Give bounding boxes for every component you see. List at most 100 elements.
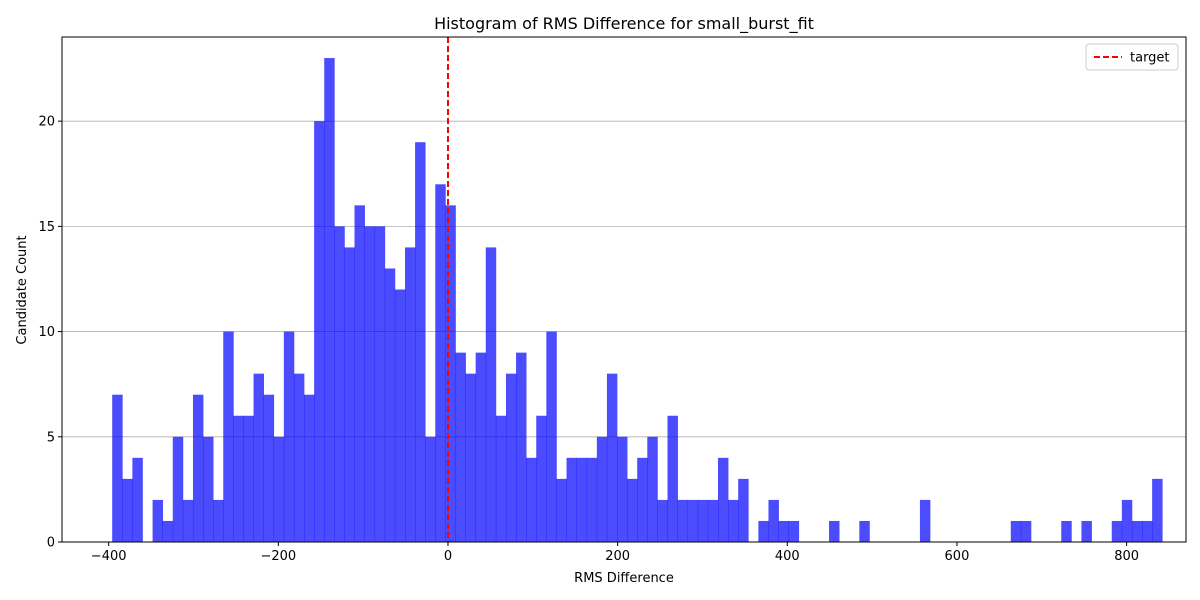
histogram-bar xyxy=(596,436,608,542)
histogram-bar xyxy=(778,520,790,542)
histogram-bar xyxy=(1131,520,1143,542)
histogram-bar xyxy=(657,499,668,542)
histogram-bar xyxy=(576,457,588,542)
histogram-bar xyxy=(505,373,517,542)
histogram-bar xyxy=(132,457,143,542)
y-axis-label: Candidate Count xyxy=(15,235,30,344)
histogram-bar xyxy=(213,499,224,542)
histogram-bar xyxy=(445,205,456,543)
histogram-bar xyxy=(495,415,507,542)
histogram-bar xyxy=(273,436,285,542)
histogram-bar xyxy=(425,436,436,542)
x-tick-label: −400 xyxy=(91,549,127,564)
histogram-bar xyxy=(404,247,416,542)
histogram-bar xyxy=(556,478,567,542)
histogram-bar xyxy=(182,499,194,542)
histogram-bar xyxy=(162,520,174,542)
histogram-bar xyxy=(728,499,739,542)
histogram-bar xyxy=(526,457,537,542)
histogram-bar xyxy=(677,499,689,542)
histogram-bar xyxy=(203,436,214,542)
x-tick-label: 200 xyxy=(605,549,630,564)
histogram-bar xyxy=(667,415,678,542)
histogram-bar xyxy=(627,478,638,542)
x-tick-label: 400 xyxy=(775,549,800,564)
histogram-bar xyxy=(354,205,365,543)
histogram-bar xyxy=(516,352,527,542)
histogram-bar xyxy=(707,499,719,542)
legend-target-label: target xyxy=(1130,51,1170,66)
y-tick-label: 5 xyxy=(47,430,55,445)
histogram-bar xyxy=(697,499,709,542)
plot-frame xyxy=(61,36,1187,543)
histogram-bar xyxy=(768,499,779,542)
histogram-bar xyxy=(394,289,406,542)
histogram-bar xyxy=(223,331,234,542)
y-tick-label: 20 xyxy=(38,115,55,130)
y-tick-label: 15 xyxy=(38,220,55,235)
histogram-bar xyxy=(253,373,264,542)
histogram-bar xyxy=(566,457,577,542)
histogram-bar xyxy=(324,58,335,543)
histogram-bar xyxy=(112,394,123,542)
histogram-bar xyxy=(1121,499,1133,542)
histogram-bar xyxy=(243,415,254,542)
histogram-bar xyxy=(1061,520,1072,542)
histogram-bar xyxy=(637,457,648,542)
histogram-bar xyxy=(172,436,184,542)
histogram-bar xyxy=(606,373,618,542)
y-axis-ticks: 0 5 10 15 20 xyxy=(38,115,62,551)
histogram-bar xyxy=(122,478,133,542)
histogram-bar xyxy=(334,226,345,542)
histogram-bar xyxy=(455,352,466,542)
chart-title: Histogram of RMS Difference for small_bu… xyxy=(434,14,814,34)
x-axis-ticks: −400 −200 0 200 400 600 800 xyxy=(91,542,1139,564)
histogram-bar xyxy=(233,415,244,542)
histogram-bar xyxy=(485,247,497,542)
histogram-bar xyxy=(617,436,628,542)
legend: target xyxy=(1085,43,1179,71)
histogram-bar xyxy=(829,520,840,542)
y-tick-label: 0 xyxy=(47,536,55,551)
y-tick-label: 10 xyxy=(38,325,55,340)
histogram-bar xyxy=(738,478,749,542)
histogram-bar xyxy=(293,373,305,542)
histogram-bar xyxy=(1152,478,1163,542)
x-tick-label: 800 xyxy=(1114,549,1139,564)
histogram-bar xyxy=(919,499,931,542)
histogram-bars xyxy=(112,58,1163,543)
histogram-bar xyxy=(435,184,446,542)
histogram-bar xyxy=(1142,520,1153,542)
legend-box xyxy=(1085,43,1179,71)
x-tick-label: 600 xyxy=(945,549,970,564)
histogram-bar xyxy=(283,331,295,542)
histogram-bar xyxy=(263,394,275,542)
histogram-bar xyxy=(344,247,355,542)
histogram-bar xyxy=(536,415,547,542)
histogram-bar xyxy=(152,499,164,542)
histogram-bar xyxy=(364,226,376,542)
x-tick-label: −200 xyxy=(260,549,296,564)
histogram-bar xyxy=(788,520,800,542)
histogram-bar xyxy=(465,373,477,542)
histogram-bar xyxy=(384,268,396,542)
x-axis-label: RMS Difference xyxy=(574,571,674,586)
histogram-bar xyxy=(647,436,658,542)
histogram-bar xyxy=(1020,520,1032,542)
histogram-bar xyxy=(374,226,386,542)
histogram-bar xyxy=(304,394,315,542)
histogram-bar xyxy=(586,457,598,542)
histogram-bar xyxy=(687,499,699,542)
histogram-bar xyxy=(1081,520,1092,542)
histogram-bar xyxy=(192,394,204,542)
histogram-bar xyxy=(758,520,769,542)
histogram-bar xyxy=(1111,520,1123,542)
histogram-bar xyxy=(314,121,325,543)
histogram-bar xyxy=(546,331,557,542)
histogram-bar xyxy=(717,457,729,542)
histogram-bar xyxy=(475,352,487,542)
histogram-bar xyxy=(415,142,426,543)
histogram-bar xyxy=(859,520,870,542)
x-tick-label: 0 xyxy=(444,549,452,564)
